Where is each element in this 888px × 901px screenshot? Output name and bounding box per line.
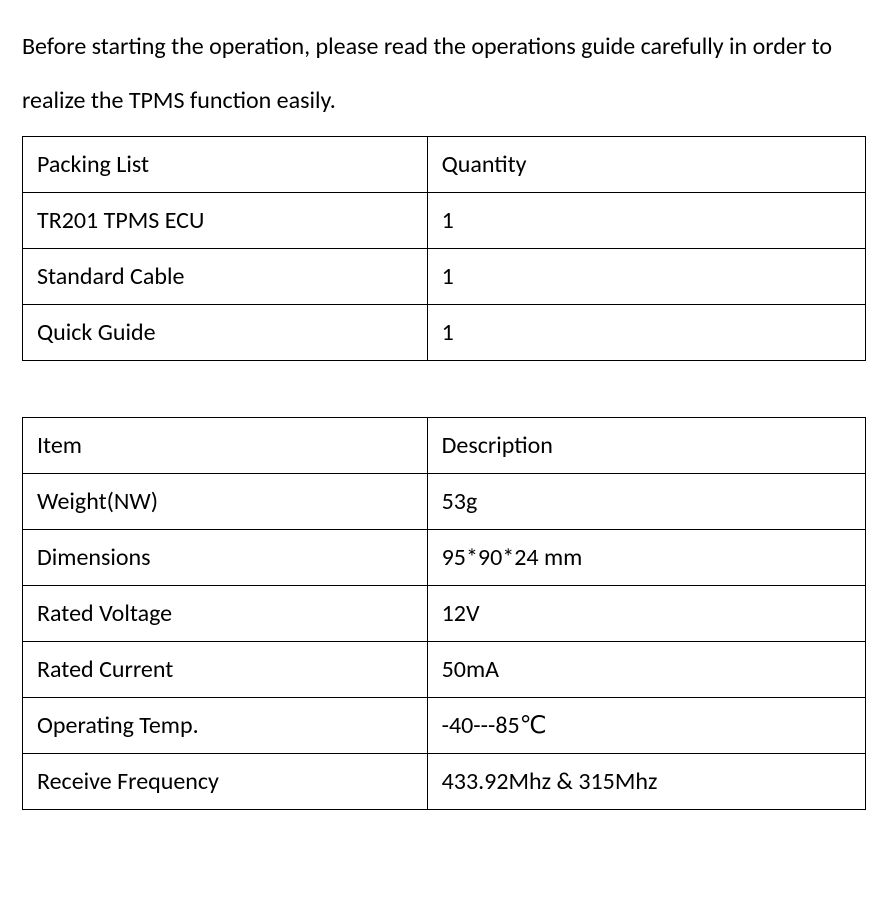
spec-desc: -40---85℃ [427,698,865,754]
packing-list-table: Packing List Quantity TR201 TPMS ECU 1 S… [22,136,866,361]
spec-item: Rated Current [23,642,428,698]
table-row: Rated Current 50mA [23,642,866,698]
table-row: Quick Guide 1 [23,305,866,361]
specification-table: Item Description Weight(NW) 53g Dimensio… [22,417,866,810]
spec-item: Rated Voltage [23,586,428,642]
spec-desc: 12V [427,586,865,642]
spec-header-item: Item [23,418,428,474]
intro-paragraph: Before starting the operation, please re… [22,20,866,128]
spec-item: Dimensions [23,530,428,586]
packing-qty: 1 [427,305,865,361]
table-row: TR201 TPMS ECU 1 [23,193,866,249]
spec-desc: 95*90*24 mm [427,530,865,586]
spec-desc: 50mA [427,642,865,698]
table-separator [22,361,866,417]
spec-header-description: Description [427,418,865,474]
packing-item: Quick Guide [23,305,428,361]
table-row: Rated Voltage 12V [23,586,866,642]
table-row: Weight(NW) 53g [23,474,866,530]
packing-qty: 1 [427,249,865,305]
table-header-row: Packing List Quantity [23,137,866,193]
packing-item: Standard Cable [23,249,428,305]
packing-qty: 1 [427,193,865,249]
spec-item: Weight(NW) [23,474,428,530]
spec-item: Receive Frequency [23,754,428,810]
table-row: Receive Frequency 433.92Mhz & 315Mhz [23,754,866,810]
spec-desc: 433.92Mhz & 315Mhz [427,754,865,810]
packing-header-item: Packing List [23,137,428,193]
packing-item: TR201 TPMS ECU [23,193,428,249]
spec-item: Operating Temp. [23,698,428,754]
spec-desc: 53g [427,474,865,530]
packing-header-quantity: Quantity [427,137,865,193]
table-row: Operating Temp. -40---85℃ [23,698,866,754]
table-header-row: Item Description [23,418,866,474]
table-row: Dimensions 95*90*24 mm [23,530,866,586]
table-row: Standard Cable 1 [23,249,866,305]
